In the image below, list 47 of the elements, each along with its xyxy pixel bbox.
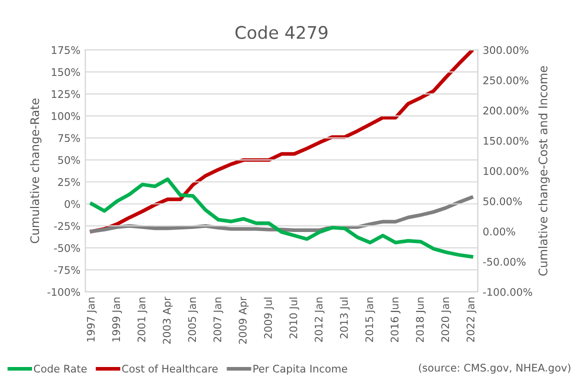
y-axis-title: Cumulative change-Rate [30,98,42,244]
y-tick-label: 50% [58,156,80,164]
line-series [90,177,474,258]
text: (source: CMS.gov, NHEA.gov) [419,364,570,374]
y-tick-label: 25% [58,178,80,186]
x-tick-label: 1999 Jan [112,298,122,342]
y2-tick-label: -50.00% [483,258,526,266]
y2-tick-label: 50.00% [483,197,522,206]
y2-tick-label: 200.00% [483,106,528,115]
legend-label: Cost of Healthcare [122,364,218,373]
x-tick-label: 1997 Jan [86,298,97,342]
x-tick-label: 2009 Apr [238,296,249,344]
y2-tick-label: 0.00% [483,228,516,236]
y-tick-label: -100% [48,288,80,296]
y2-tick-label: 150.00% [484,136,528,145]
y2-tick-label: -100.00% [483,288,532,296]
x-tick-label: 2018 Jun [416,298,426,342]
y2-tick-label: 100.00% [484,167,528,175]
y2-tick-label: 250.00% [483,76,528,84]
x-tick-label: 2016 Jun [390,298,400,342]
x-tick-label: 2003 Apr [162,296,173,344]
y-tick-label: -75% [54,266,80,274]
y-tick-label: -50% [54,244,80,252]
x-tick-label: 2001 Jan [137,298,148,342]
line-series [90,196,474,234]
y2-axis-title: Cumlative change-Cost and Income [538,66,550,276]
x-tick-label: 2007 Jan [213,298,224,342]
x-tick-label: 2012 Jan [314,298,325,342]
line-series [90,50,474,234]
x-tick-label: 2020 Jan [441,298,452,342]
x-tick-label: 2015 Jan [365,298,376,342]
y-tick-label: 150% [52,68,80,76]
x-tick-label: 2013 Jul [340,298,350,338]
y-tick-label: -25% [54,222,80,230]
y-tick-label: 75% [58,134,80,142]
y-tick-label: 100% [52,112,80,120]
y-tick-label: 175% [52,46,80,54]
y-tick-label: 125% [52,90,80,98]
x-tick-label: 2010 Jul [289,298,300,338]
legend-label: Per Capita Income [254,364,348,375]
x-tick-label: 2005 Jan [188,298,198,342]
legend-label: Code Rate [34,364,87,373]
y-tick-label: 0% [64,200,80,208]
chart-title: Code 4279 [235,26,328,40]
y2-tick-label: 300.00% [483,46,528,54]
x-tick-label: 2009 Jul [264,298,274,338]
x-tick-label: 2022 Jan [466,298,476,342]
